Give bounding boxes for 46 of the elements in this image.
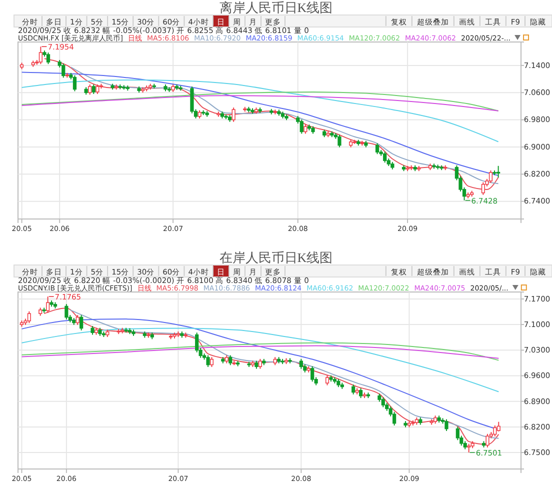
candlestick bbox=[76, 314, 80, 326]
candlestick bbox=[488, 170, 493, 184]
candlestick bbox=[88, 84, 92, 96]
candlestick bbox=[352, 384, 356, 395]
line-series bbox=[21, 342, 500, 361]
line-series bbox=[21, 91, 499, 112]
candlestick bbox=[92, 84, 96, 94]
candlestick bbox=[232, 107, 236, 122]
line-series bbox=[21, 328, 500, 392]
candlestick bbox=[96, 84, 100, 94]
candlestick bbox=[338, 134, 342, 148]
candlestick bbox=[206, 354, 210, 368]
candlestick bbox=[444, 418, 448, 432]
chart-title: 在岸人民币日K线图 bbox=[219, 250, 333, 265]
candlestick bbox=[64, 304, 68, 320]
candlestick bbox=[46, 296, 50, 314]
line-series bbox=[21, 345, 500, 359]
candlestick bbox=[299, 358, 303, 370]
line-series bbox=[44, 58, 499, 190]
line-series bbox=[21, 72, 499, 176]
candlestick bbox=[228, 354, 232, 366]
line-series bbox=[21, 318, 500, 430]
candlestick bbox=[210, 356, 214, 368]
candlestick bbox=[496, 165, 500, 178]
candlestick bbox=[62, 62, 66, 78]
line-series bbox=[21, 95, 499, 112]
candlestick bbox=[304, 124, 308, 134]
line-series bbox=[70, 66, 499, 184]
candlestick bbox=[358, 388, 363, 399]
candlestick bbox=[300, 118, 304, 134]
chart-title: 离岸人民币日K线图 bbox=[219, 0, 333, 15]
candlestick bbox=[325, 374, 330, 386]
candlestick bbox=[80, 314, 84, 331]
candlestick bbox=[375, 142, 380, 155]
candlestick bbox=[310, 366, 314, 382]
line-series bbox=[21, 80, 499, 142]
candlestick bbox=[38, 46, 43, 65]
candlestick bbox=[258, 358, 262, 370]
candlestick bbox=[27, 310, 31, 324]
candlestick bbox=[486, 433, 490, 448]
candlestick bbox=[72, 74, 77, 92]
candlestick bbox=[493, 424, 497, 437]
candlestick bbox=[383, 151, 387, 164]
candlestick bbox=[381, 396, 385, 408]
candlestick bbox=[481, 182, 485, 196]
candlestick bbox=[46, 52, 50, 65]
